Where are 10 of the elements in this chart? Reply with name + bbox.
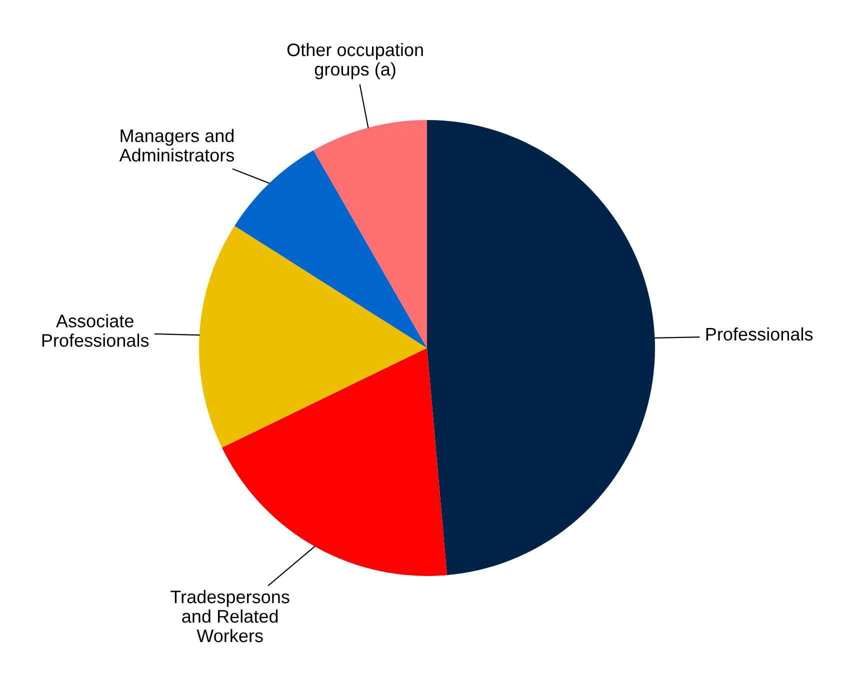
pie-slice: [313, 120, 427, 348]
slice-label: Managers and Administrators: [119, 128, 234, 162]
pie-slice: [199, 226, 427, 448]
pie-slice: [234, 150, 427, 348]
slice-label: Tradespersons and Related Workers: [170, 590, 290, 642]
pie-slice: [222, 348, 448, 576]
slice-label: Professionals: [706, 327, 813, 341]
pie-slice: [427, 120, 655, 576]
slice-label: Associate Professionals: [42, 314, 149, 347]
slice-label: Other occupation groups (a): [287, 42, 423, 80]
